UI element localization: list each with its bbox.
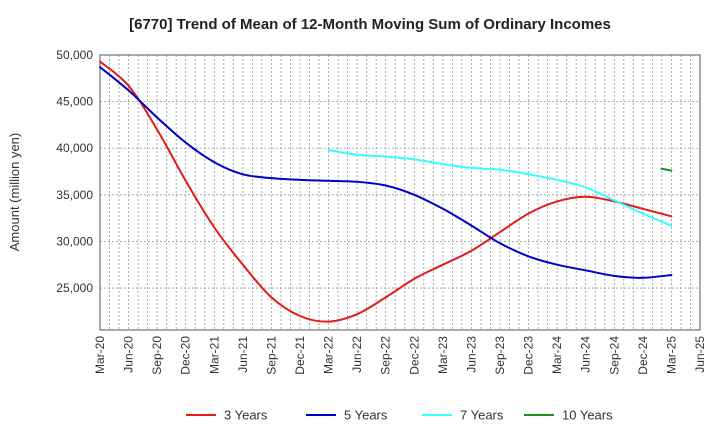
x-axis-ticks: Mar-20 Jun-20 Sep-20 Dec-20 Mar-21 Jun-21 Sep-…	[93, 336, 707, 375]
y-tick-label: 35,000	[56, 188, 93, 202]
series	[99, 60, 673, 323]
y-tick-label: 30,000	[56, 234, 93, 248]
x-tick-label: Sep-20	[150, 336, 164, 375]
grid	[100, 55, 701, 330]
x-tick-label: Mar-25	[664, 336, 678, 374]
plot-frame	[99, 54, 701, 331]
y-tick-label: 40,000	[56, 141, 93, 155]
series-line-5-years	[99, 66, 673, 279]
x-tick-label: Sep-22	[379, 336, 393, 375]
x-tick-label: Mar-23	[436, 336, 450, 374]
y-axis-ticks: 25,000 30,000 35,000 40,000 45,000 50,000	[56, 48, 93, 295]
legend: 3 Years 5 Years 7 Years 10 Years	[186, 408, 613, 423]
x-tick-label: Mar-24	[550, 336, 564, 374]
legend-label-7-years: 7 Years	[460, 408, 504, 423]
x-tick-label: Jun-24	[579, 336, 593, 373]
x-tick-label: Dec-22	[407, 336, 421, 375]
series-line-7-years	[327, 149, 673, 227]
legend-label-3-years: 3 Years	[224, 408, 268, 423]
y-axis-label: Amount (million yen)	[7, 133, 22, 252]
x-tick-label: Jun-22	[350, 336, 364, 373]
x-tick-label: Dec-23	[522, 336, 536, 375]
x-tick-label: Jun-23	[464, 336, 478, 373]
x-tick-label: Jun-20	[122, 336, 136, 373]
x-tick-label: Sep-21	[264, 336, 278, 375]
x-tick-label: Sep-23	[493, 336, 507, 375]
y-tick-label: 50,000	[56, 48, 93, 62]
y-tick-label: 25,000	[56, 281, 93, 295]
x-tick-label: Sep-24	[607, 336, 621, 375]
chart-title: [6770] Trend of Mean of 12-Month Moving …	[129, 16, 611, 33]
legend-label-5-years: 5 Years	[344, 408, 388, 423]
legend-label-10-years: 10 Years	[562, 408, 613, 423]
x-tick-label: Dec-21	[293, 336, 307, 375]
x-tick-label: Jun-21	[236, 336, 250, 373]
x-tick-label: Jun-25	[693, 336, 707, 373]
series-line-10-years	[660, 167, 673, 172]
y-tick-label: 45,000	[56, 95, 93, 109]
x-tick-label: Dec-20	[179, 336, 193, 375]
x-tick-label: Dec-24	[636, 336, 650, 375]
x-tick-label: Mar-22	[322, 336, 336, 374]
x-tick-label: Mar-20	[93, 336, 107, 374]
x-tick-label: Mar-21	[207, 336, 221, 374]
series-line-3-years	[99, 60, 673, 323]
